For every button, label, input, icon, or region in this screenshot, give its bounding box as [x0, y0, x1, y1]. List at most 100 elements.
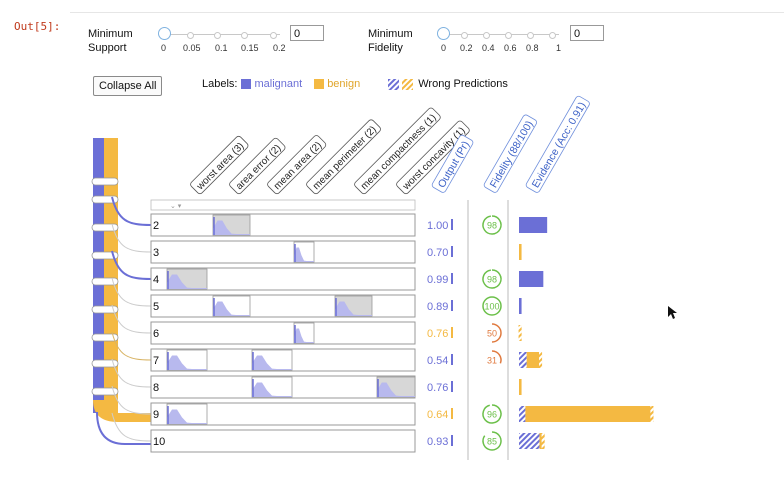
rule-link	[111, 304, 152, 334]
rule-id: 7	[153, 355, 159, 367]
support-value-input[interactable]: 0	[290, 25, 324, 41]
fidelity-value-input[interactable]: 0	[570, 25, 604, 41]
fidelity-slider[interactable]	[437, 27, 565, 43]
fidelity-value: 50	[487, 329, 497, 339]
evidence-bar-wrong	[541, 433, 545, 449]
output-bar	[451, 219, 453, 230]
rule-row[interactable]: 2 1.00 98	[150, 213, 548, 237]
support-tick: 0.2	[273, 43, 286, 53]
rule-row-box	[150, 321, 416, 345]
fidelity-ring	[491, 323, 502, 343]
flow-node	[91, 333, 119, 342]
flow-node	[91, 387, 119, 396]
fidelity-ring	[482, 431, 502, 451]
fidelity-label-line2: Fidelity	[368, 42, 403, 54]
metric-header-box	[525, 95, 590, 193]
fidelity-tick: 0.2	[460, 43, 473, 53]
fidelity-label-line1: Minimum	[368, 28, 413, 40]
feature-histogram	[252, 382, 292, 397]
fidelity-ring	[491, 350, 502, 364]
fidelity-tick: 1	[556, 43, 562, 53]
rule-id: 6	[153, 328, 159, 340]
feature-header-box	[190, 135, 249, 195]
flow-node	[91, 359, 119, 368]
wrong-prediction-swatch	[388, 78, 414, 90]
rule-row[interactable]: 9 0.64 96	[150, 402, 654, 426]
fidelity-slider-handle[interactable]	[437, 27, 450, 40]
flow-node	[91, 251, 119, 260]
rule-id: 3	[153, 247, 159, 259]
evidence-bar-benign	[519, 244, 522, 260]
evidence-bar-wrong	[650, 406, 654, 422]
rule-id: 9	[153, 409, 159, 421]
output-probability: 0.99	[427, 274, 448, 286]
rule-link	[111, 412, 152, 442]
output-probability: 0.54	[427, 355, 448, 367]
support-tick: 0.1	[215, 43, 228, 53]
rule-id: 10	[153, 436, 165, 448]
feature-histogram	[167, 409, 207, 424]
collapsed-row[interactable]	[150, 199, 416, 211]
flow-branch	[93, 400, 151, 422]
rule-link	[111, 196, 152, 226]
output-prompt: Out[5]:	[14, 20, 61, 33]
output-probability: 0.64	[427, 409, 448, 421]
fidelity-ring	[482, 215, 502, 235]
fidelity-tick: 0.6	[504, 43, 517, 53]
flow-branch	[96, 411, 151, 445]
rule-link	[111, 385, 152, 415]
output-bar	[451, 300, 453, 311]
flow-node	[91, 223, 119, 232]
rule-row-box	[150, 402, 416, 426]
rule-row[interactable]: 6 0.76 50	[150, 321, 522, 345]
flow-node	[91, 177, 119, 186]
fidelity-ring	[482, 404, 502, 424]
output-bar	[451, 354, 453, 365]
evidence-bar-malignant	[519, 298, 522, 314]
output-probability: 0.76	[427, 382, 448, 394]
metric-header-label: Evidence (Acc: 0.91)	[530, 100, 589, 190]
labels-legend: Labels: malignant benign Wrong Predictio…	[202, 78, 508, 90]
metric-column-header[interactable]: Evidence (Acc: 0.91)	[525, 95, 590, 193]
legend-benign: benign	[327, 78, 361, 90]
rule-row-box	[150, 429, 416, 453]
feature-histogram	[252, 355, 292, 370]
fidelity-value: 85	[487, 437, 497, 447]
legend-prefix: Labels:	[202, 78, 238, 90]
output-probability: 0.70	[427, 247, 448, 259]
output-bar	[451, 408, 453, 419]
feature-header-box	[396, 120, 470, 195]
rule-row[interactable]: 8 0.76	[150, 375, 522, 399]
rule-row[interactable]: 7 0.54 31	[150, 348, 543, 372]
mouse-cursor-icon	[668, 306, 677, 319]
flow-node	[91, 305, 119, 314]
rule-row[interactable]: 3 0.70	[150, 240, 522, 264]
rule-row-box	[150, 213, 416, 237]
feature-header-box	[354, 107, 441, 195]
feature-header-box	[267, 135, 327, 195]
feature-histogram	[213, 301, 250, 316]
support-slider[interactable]	[158, 27, 286, 43]
output-bar	[451, 381, 453, 392]
fidelity-value: 98	[487, 275, 497, 285]
collapse-all-button[interactable]: Collapse All	[93, 76, 163, 96]
metric-header-box	[483, 114, 538, 193]
feature-header-box	[306, 119, 381, 195]
evidence-bar-malignant	[519, 406, 526, 422]
rule-id: 8	[153, 382, 159, 394]
output-probability: 1.00	[427, 220, 448, 232]
support-tick: 0.15	[241, 43, 259, 53]
rule-link	[111, 358, 152, 388]
fidelity-value: 31	[487, 356, 497, 366]
feature-histogram	[377, 382, 415, 397]
fidelity-tick: 0.8	[526, 43, 539, 53]
rule-row[interactable]: 10 0.93 85	[150, 429, 545, 453]
rule-link	[111, 277, 152, 307]
rule-row[interactable]: 4 0.99 98	[150, 267, 544, 291]
fidelity-value: 98	[487, 221, 497, 231]
rule-row[interactable]: 5 0.89 100	[150, 294, 522, 318]
fidelity-ring	[482, 296, 502, 316]
rule-id: 2	[153, 220, 159, 232]
support-slider-handle[interactable]	[158, 27, 171, 40]
